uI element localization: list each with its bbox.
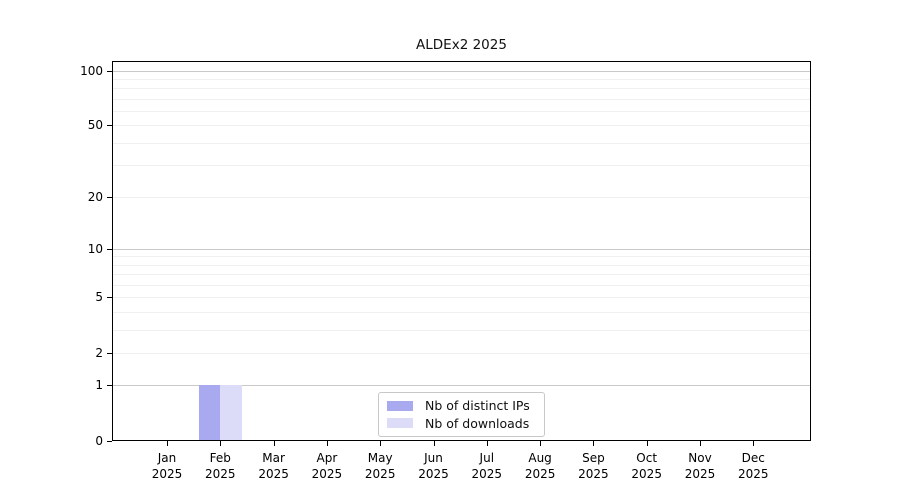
minor-gridline xyxy=(112,352,811,354)
x-tick xyxy=(646,441,648,446)
x-tick-month: Mar xyxy=(262,451,285,465)
x-tick-label: Nov 2025 xyxy=(685,450,716,482)
x-tick-label: Jun 2025 xyxy=(418,450,449,482)
minor-gridline xyxy=(112,78,811,80)
legend: Nb of distinct IPs Nb of downloads xyxy=(378,392,545,437)
minor-gridline xyxy=(112,125,811,127)
minor-gridline xyxy=(112,98,811,100)
major-gridline xyxy=(112,385,811,387)
x-tick-year: 2025 xyxy=(311,467,343,481)
y-tick xyxy=(107,125,112,127)
minor-gridline xyxy=(112,311,811,313)
x-tick-year: 2025 xyxy=(578,467,609,481)
x-tick-month: Oct xyxy=(636,451,658,465)
chart-title: ALDEx2 2025 xyxy=(416,37,507,53)
x-tick-label: Dec 2025 xyxy=(738,450,769,482)
legend-item-downloads: Nb of downloads xyxy=(387,416,536,431)
y-tick xyxy=(107,297,112,299)
y-tick-label: 0 xyxy=(95,434,103,448)
y-tick-label: 5 xyxy=(95,290,103,305)
major-gridline xyxy=(112,248,811,250)
x-tick-year: 2025 xyxy=(684,467,716,481)
x-tick-label: Sep 2025 xyxy=(578,450,609,482)
plot-area xyxy=(112,61,811,441)
x-tick xyxy=(433,441,435,446)
x-tick-month: Dec xyxy=(741,451,765,465)
y-tick-label: 50 xyxy=(87,118,103,133)
legend-item-distinct-ips: Nb of distinct IPs xyxy=(387,398,536,413)
minor-gridline xyxy=(112,142,811,144)
y-tick-label: 2 xyxy=(95,345,103,360)
y-tick xyxy=(107,385,112,387)
x-tick-label: Feb 2025 xyxy=(205,450,236,482)
legend-label-downloads: Nb of downloads xyxy=(425,415,530,431)
x-tick-year: 2025 xyxy=(205,467,236,481)
y-tick xyxy=(107,196,112,198)
x-tick-label: Jan 2025 xyxy=(152,450,183,482)
x-tick-year: 2025 xyxy=(418,467,449,481)
major-gridline xyxy=(112,70,811,72)
minor-gridline xyxy=(112,284,811,286)
x-tick-month: Jan xyxy=(157,451,177,465)
x-tick-year: 2025 xyxy=(738,467,769,481)
y-tick-label: 1 xyxy=(95,378,103,393)
legend-swatch-downloads xyxy=(387,418,413,429)
x-tick xyxy=(273,441,275,446)
bar-distinct-ips xyxy=(198,385,221,441)
x-tick xyxy=(540,441,542,446)
x-tick-month: May xyxy=(367,451,393,465)
x-tick xyxy=(380,441,382,446)
y-tick-label: 10 xyxy=(87,241,103,256)
x-tick xyxy=(486,441,488,446)
x-tick-year: 2025 xyxy=(524,467,556,481)
y-tick-label: 100 xyxy=(80,63,103,78)
x-tick-month: Sep xyxy=(582,451,605,465)
x-tick-label: Aug 2025 xyxy=(525,450,556,482)
x-tick xyxy=(167,441,168,446)
legend-label-distinct-ips: Nb of distinct IPs xyxy=(425,398,530,414)
minor-gridline xyxy=(112,329,811,331)
x-tick-month: Nov xyxy=(688,451,712,465)
minor-gridline xyxy=(112,196,811,198)
x-tick-month: Aug xyxy=(528,451,552,465)
x-tick-month: Jul xyxy=(479,451,495,465)
minor-gridline xyxy=(112,111,811,112)
x-tick-month: Feb xyxy=(209,451,231,465)
y-tick xyxy=(107,248,112,250)
minor-gridline xyxy=(112,256,811,258)
minor-gridline xyxy=(112,274,811,276)
minor-gridline xyxy=(112,297,811,299)
y-tick-label: 20 xyxy=(87,189,103,204)
x-tick-month: Jun xyxy=(424,451,443,465)
x-tick-year: 2025 xyxy=(471,467,503,481)
x-tick-month: Apr xyxy=(316,451,338,465)
x-tick-label: Oct 2025 xyxy=(631,450,662,482)
x-tick-label: May 2025 xyxy=(365,450,396,482)
x-tick xyxy=(700,441,701,446)
y-tick xyxy=(107,352,112,354)
x-tick-year: 2025 xyxy=(258,467,289,481)
x-tick xyxy=(220,441,222,446)
y-tick xyxy=(107,70,112,72)
x-tick-year: 2025 xyxy=(151,467,183,481)
x-tick-label: Jul 2025 xyxy=(472,450,503,482)
x-tick xyxy=(593,441,595,446)
y-tick xyxy=(107,441,112,442)
legend-swatch-distinct-ips xyxy=(387,400,413,411)
x-tick-year: 2025 xyxy=(364,467,396,481)
minor-gridline xyxy=(112,88,811,90)
x-tick xyxy=(753,441,755,446)
x-tick-year: 2025 xyxy=(631,467,662,481)
minor-gridline xyxy=(112,165,811,167)
x-tick xyxy=(326,441,328,446)
bar-downloads xyxy=(220,385,242,441)
minor-gridline xyxy=(112,264,811,266)
x-tick-label: Mar 2025 xyxy=(258,450,289,482)
x-tick-label: Apr 2025 xyxy=(312,450,343,482)
